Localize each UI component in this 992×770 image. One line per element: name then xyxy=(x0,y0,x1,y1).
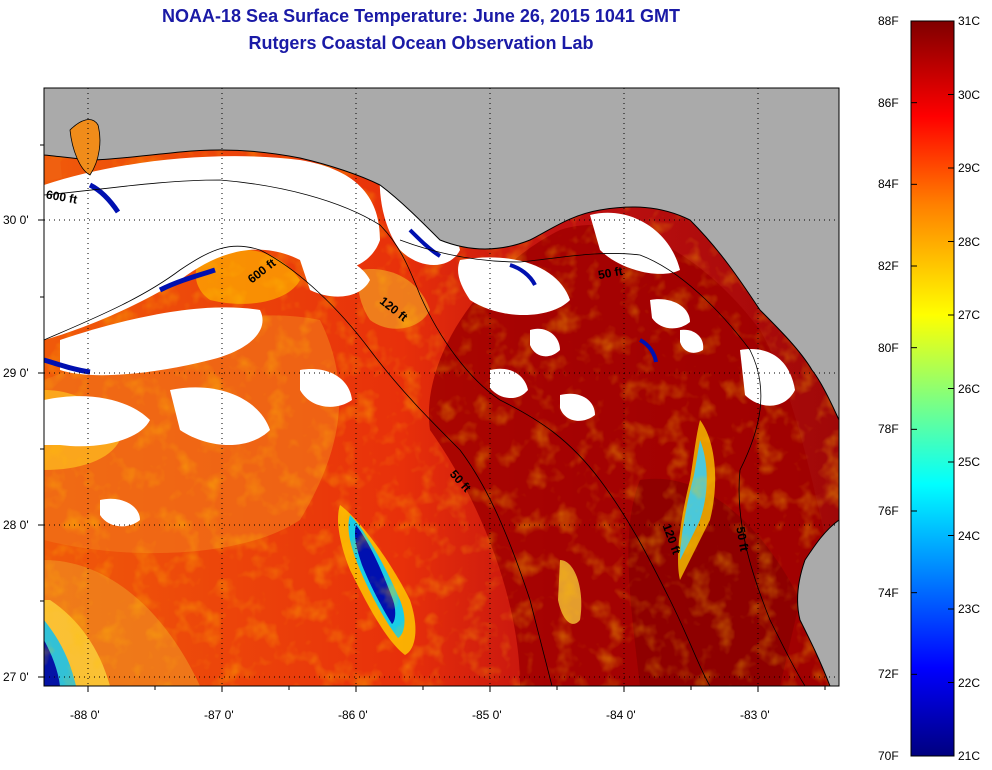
colorbar-f-label: 78F xyxy=(878,422,899,437)
land-mass xyxy=(44,88,839,421)
lon-label: -88 0' xyxy=(70,708,100,722)
colorbar-f-label: 70F xyxy=(878,749,899,763)
lon-label: -86 0' xyxy=(338,708,368,722)
lon-label: -85 0' xyxy=(472,708,502,722)
lon-label: -87 0' xyxy=(204,708,234,722)
lon-label: -83 0' xyxy=(740,708,770,722)
colorbar-f-label: 72F xyxy=(878,667,899,682)
colorbar-c-label: 24C xyxy=(958,528,981,543)
map-subtitle: Rutgers Coastal Ocean Observation Lab xyxy=(248,33,594,53)
colorbar-f-label: 82F xyxy=(878,259,899,273)
bathymetry-contours xyxy=(43,179,806,687)
colorbar-c-label: 30C xyxy=(958,87,981,102)
map-frame xyxy=(43,87,840,687)
lat-label: 27 0' xyxy=(3,670,29,684)
colorbar-f-label: 88F xyxy=(878,14,899,28)
colorbar-c-label: 23C xyxy=(958,602,981,616)
colorbar-c-label: 22C xyxy=(958,675,981,690)
lat-label: 29 0' xyxy=(3,366,29,380)
map-title: NOAA-18 Sea Surface Temperature: June 26… xyxy=(162,6,680,26)
lat-label: 30 0' xyxy=(3,213,29,227)
colorbar-f-label: 84F xyxy=(878,177,899,192)
colorbar-c-label: 31C xyxy=(958,14,981,28)
colorbar-c-label: 25C xyxy=(958,455,981,469)
lat-label: 28 0' xyxy=(3,518,29,532)
colorbar-gradient xyxy=(910,20,955,757)
colorbar-f-label: 86F xyxy=(878,95,899,110)
colorbar-f-label: 74F xyxy=(878,585,899,600)
colorbar-c-label: 21C xyxy=(958,749,981,763)
colorbar-f-label: 76F xyxy=(878,504,899,518)
cloud-cover xyxy=(44,156,380,340)
colorbar-f-label: 80F xyxy=(878,340,899,355)
colorbar-c-label: 27C xyxy=(958,308,981,322)
colorbar-c-label: 26C xyxy=(958,381,981,396)
colorbar-c-label: 29C xyxy=(958,161,981,175)
colorbar-c-label: 28C xyxy=(958,234,981,249)
lon-label: -84 0' xyxy=(606,708,636,722)
